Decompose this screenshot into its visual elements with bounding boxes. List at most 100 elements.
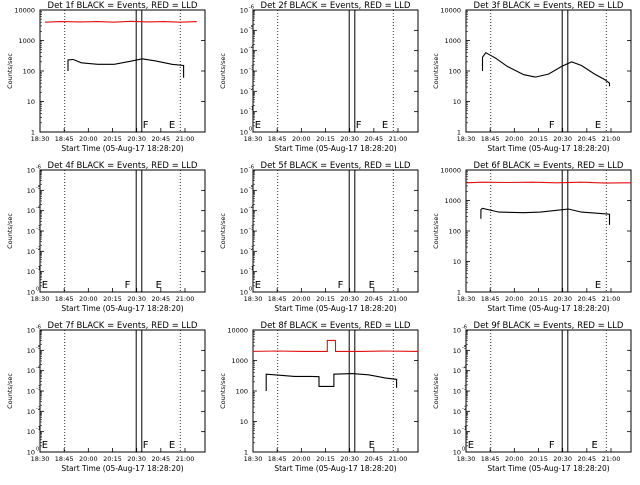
y-tick-exponent: -5 bbox=[249, 25, 254, 31]
marker-letter: E bbox=[468, 440, 474, 451]
x-tick-label: 21:00 bbox=[176, 455, 195, 463]
y-tick-label: 10 bbox=[27, 268, 35, 276]
y-tick-exponent: -5 bbox=[249, 185, 254, 191]
x-tick-label: 20:45 bbox=[577, 135, 596, 143]
x-tick-label: 21:00 bbox=[176, 295, 195, 303]
y-tick-label: 10 bbox=[27, 248, 35, 256]
x-tick-label: 20:30 bbox=[127, 295, 146, 303]
panel-title: Det 3f BLACK = Events, RED = LLD bbox=[474, 1, 624, 11]
marker-letter: F bbox=[356, 120, 362, 131]
panel-title: Det 9f BLACK = Events, RED = LLD bbox=[474, 321, 624, 331]
series-line-lld bbox=[465, 181, 631, 184]
series-line-events bbox=[67, 58, 185, 78]
y-tick-label: 1000 bbox=[18, 37, 35, 45]
marker-letter: F bbox=[549, 120, 555, 131]
y-tick-exponent: -6 bbox=[462, 325, 467, 331]
x-tick-label: 21:00 bbox=[602, 135, 621, 143]
y-tick-label: 10 bbox=[240, 47, 248, 55]
x-tick-label: 20:15 bbox=[529, 295, 548, 303]
x-tick-label: 20:30 bbox=[127, 455, 146, 463]
y-tick-label: 10000 bbox=[440, 167, 461, 175]
x-tick-label: 20:15 bbox=[529, 135, 548, 143]
marker-letter: F bbox=[549, 440, 555, 451]
y-axis-label: Counts/sec bbox=[6, 53, 14, 89]
y-tick-exponent: 0 bbox=[36, 287, 39, 293]
y-tick-label: 1 bbox=[31, 129, 35, 137]
x-axis-label: Start Time (05-Aug-17 18:28:20) bbox=[487, 144, 609, 153]
x-tick-label: 20:45 bbox=[364, 295, 383, 303]
x-tick-label: 20:45 bbox=[151, 135, 170, 143]
x-tick-label: 18:45 bbox=[55, 455, 74, 463]
y-tick-exponent: -6 bbox=[249, 5, 254, 11]
x-tick-label: 20:15 bbox=[529, 455, 548, 463]
y-tick-exponent: -4 bbox=[249, 205, 254, 211]
y-axis-label: Counts/sec bbox=[219, 53, 227, 89]
y-tick-exponent: -2 bbox=[249, 246, 254, 252]
x-axis-label: Start Time (05-Aug-17 18:28:20) bbox=[487, 464, 609, 473]
x-tick-label: 20:30 bbox=[127, 135, 146, 143]
x-tick-label: 18:45 bbox=[55, 135, 74, 143]
y-tick-exponent: -1 bbox=[36, 266, 41, 272]
marker-letter: E bbox=[42, 440, 48, 451]
y-tick-label: 10 bbox=[240, 418, 248, 426]
y-tick-exponent: 0 bbox=[462, 447, 465, 453]
panel-title: Det 8f BLACK = Events, RED = LLD bbox=[261, 321, 411, 331]
panel-det-3: Det 3f BLACK = Events, RED = LLD 1 10 100 10… bbox=[432, 1, 632, 153]
y-tick-label: 10 bbox=[27, 449, 35, 457]
y-tick-exponent: -1 bbox=[462, 426, 467, 432]
marker-letter: F bbox=[125, 280, 131, 291]
y-tick-label: 10 bbox=[27, 207, 35, 215]
series-line-events bbox=[481, 51, 611, 87]
y-tick-exponent: -3 bbox=[36, 226, 41, 232]
x-tick-label: 20:00 bbox=[292, 295, 311, 303]
marker-letter: F bbox=[143, 440, 149, 451]
x-tick-label: 20:15 bbox=[316, 455, 335, 463]
y-tick-exponent: -2 bbox=[36, 406, 41, 412]
y-tick-exponent: -1 bbox=[249, 106, 254, 112]
y-tick-label: 10 bbox=[240, 187, 248, 195]
x-tick-label: 18:30 bbox=[244, 295, 263, 303]
x-tick-label: 21:00 bbox=[389, 455, 408, 463]
y-tick-label: 10 bbox=[240, 108, 248, 116]
x-tick-label: 21:00 bbox=[602, 455, 621, 463]
marker-letter: E bbox=[169, 440, 175, 451]
x-axis-label: Start Time (05-Aug-17 18:28:20) bbox=[274, 464, 396, 473]
marker-letter: F bbox=[338, 280, 344, 291]
y-tick-label: 10 bbox=[240, 207, 248, 215]
y-tick-label: 10 bbox=[27, 289, 35, 297]
x-tick-label: 18:30 bbox=[31, 135, 50, 143]
marker-letter: E bbox=[382, 120, 388, 131]
y-tick-exponent: -5 bbox=[36, 185, 41, 191]
y-tick-exponent: 0 bbox=[36, 447, 39, 453]
panel-det-1: Det 1f BLACK = Events, RED = LLD 1 10 100 10… bbox=[6, 1, 206, 153]
y-tick-exponent: -6 bbox=[249, 165, 254, 171]
y-tick-exponent: -1 bbox=[249, 266, 254, 272]
y-axis-label: Counts/sec bbox=[219, 213, 227, 249]
x-tick-label: 20:45 bbox=[364, 455, 383, 463]
x-axis-label: Start Time (05-Aug-17 18:28:20) bbox=[61, 304, 183, 313]
y-tick-label: 10 bbox=[27, 327, 35, 335]
x-tick-label: 18:45 bbox=[481, 135, 500, 143]
x-axis-label: Start Time (05-Aug-17 18:28:20) bbox=[274, 304, 396, 313]
x-tick-label: 20:15 bbox=[316, 135, 335, 143]
y-axis-label: Counts/sec bbox=[432, 213, 440, 249]
x-tick-label: 20:15 bbox=[103, 455, 122, 463]
y-tick-exponent: -2 bbox=[462, 406, 467, 412]
y-tick-label: 10 bbox=[240, 268, 248, 276]
panel-title: Det 4f BLACK = Events, RED = LLD bbox=[48, 161, 198, 171]
y-tick-label: 1000 bbox=[444, 37, 461, 45]
series-line-events bbox=[265, 373, 398, 391]
x-axis-label: Start Time (05-Aug-17 18:28:20) bbox=[61, 464, 183, 473]
y-tick-label: 10 bbox=[453, 367, 461, 375]
y-tick-exponent: -3 bbox=[249, 226, 254, 232]
y-tick-label: 100 bbox=[449, 228, 461, 236]
x-tick-label: 21:00 bbox=[389, 295, 408, 303]
y-tick-exponent: -5 bbox=[36, 345, 41, 351]
y-tick-label: 10000 bbox=[227, 327, 248, 335]
y-tick-label: 10 bbox=[240, 228, 248, 236]
y-tick-label: 10 bbox=[453, 258, 461, 266]
x-tick-label: 18:30 bbox=[31, 455, 50, 463]
